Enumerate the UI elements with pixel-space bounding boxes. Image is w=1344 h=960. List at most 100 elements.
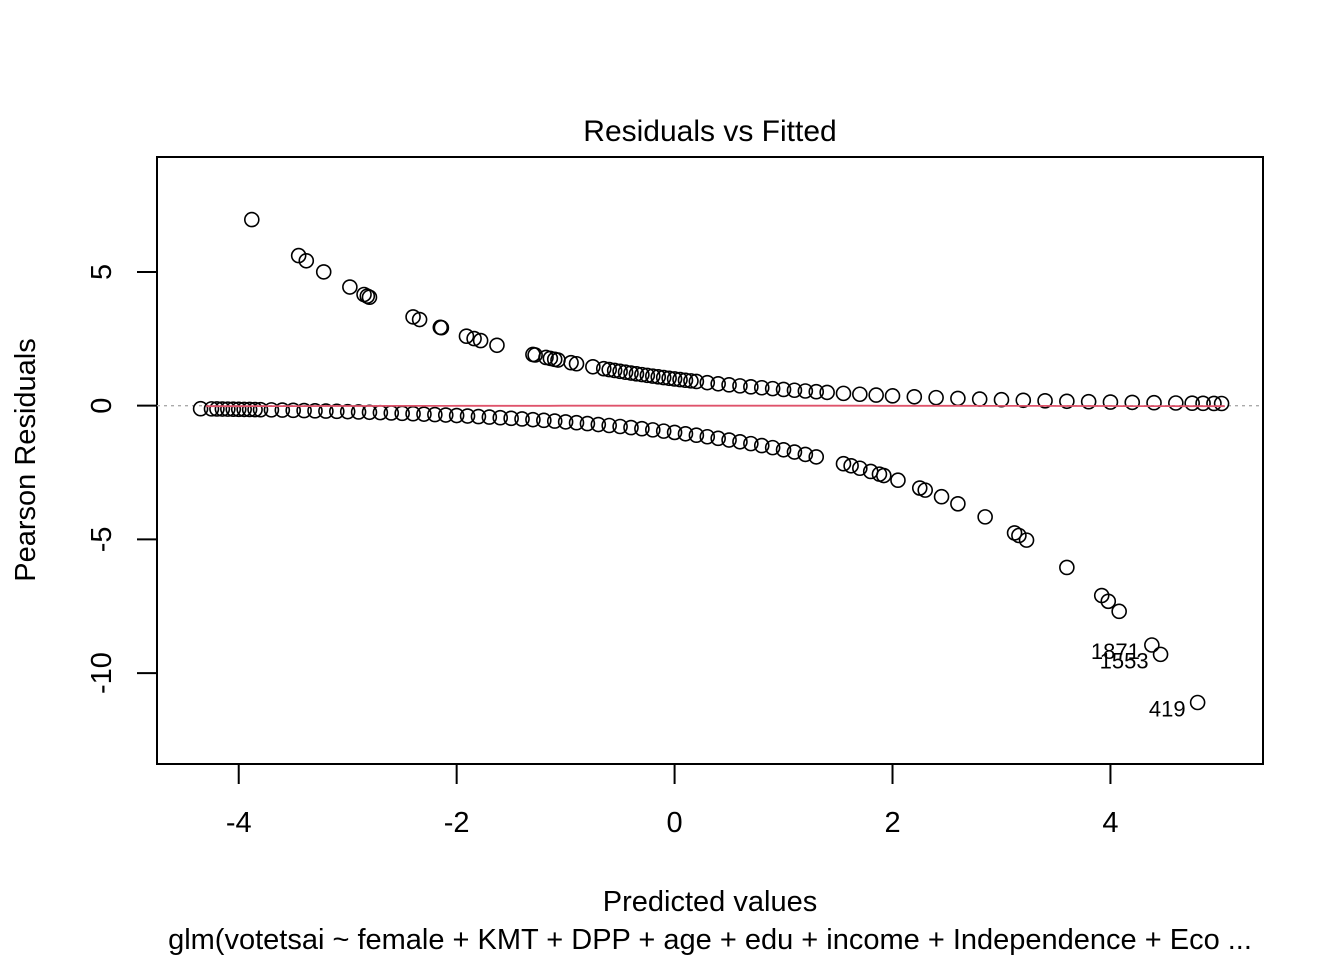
data-point: [699, 428, 716, 445]
data-point: [601, 361, 618, 378]
data-point: [437, 407, 454, 423]
data-point: [203, 401, 220, 417]
data-point: [623, 419, 639, 436]
data-point: [1184, 395, 1200, 411]
data-point: [350, 404, 367, 420]
data-point: [568, 414, 585, 431]
x-axis-label: Predicted values: [603, 886, 817, 918]
y-tick-label: -5: [86, 526, 118, 552]
data-point: [285, 402, 302, 419]
data-point: [579, 415, 596, 432]
data-point: [655, 369, 672, 386]
data-point: [230, 401, 247, 418]
data-point: [808, 449, 825, 465]
data-point: [950, 496, 966, 512]
data-point: [732, 433, 748, 450]
data-point: [612, 418, 628, 435]
x-tick-label: 2: [884, 807, 900, 839]
data-point: [1144, 637, 1160, 653]
x-tick-label: 0: [667, 807, 683, 839]
data-point: [595, 360, 612, 377]
data-point: [416, 406, 432, 422]
data-point: [472, 332, 489, 349]
data-point: [339, 403, 356, 420]
data-point: [470, 408, 487, 425]
data-point: [1168, 395, 1184, 411]
data-point: [1011, 527, 1027, 544]
data-point: [623, 365, 639, 381]
data-point: [585, 358, 601, 375]
data-point: [466, 330, 482, 347]
data-point: [699, 374, 716, 391]
data-point: [1146, 394, 1162, 411]
data-point: [971, 391, 988, 407]
data-point: [209, 401, 225, 417]
data-point: [764, 439, 781, 456]
data-point: [489, 337, 505, 354]
data-point: [683, 373, 699, 389]
data-point: [753, 437, 770, 454]
data-point: [786, 444, 803, 460]
data-point: [1080, 393, 1097, 410]
data-point: [274, 402, 291, 418]
data-point: [634, 366, 650, 383]
data-point: [481, 409, 498, 425]
data-point: [1111, 603, 1127, 620]
data-point: [743, 435, 759, 452]
x-axis: -4 -2 0 2 4: [226, 763, 1119, 839]
data-point: [677, 425, 694, 442]
data-point: [843, 457, 859, 474]
data-point: [764, 380, 781, 397]
data-point: [753, 379, 770, 396]
data-point: [852, 386, 868, 403]
x-tick-label: -4: [226, 807, 252, 839]
data-point: [192, 400, 209, 417]
data-point: [342, 279, 358, 295]
data-point: [244, 211, 260, 228]
data-point: [252, 401, 269, 418]
data-point: [503, 410, 519, 427]
y-tick-label: 0: [86, 398, 118, 414]
data-point: [411, 311, 428, 328]
data-point: [797, 446, 814, 463]
y-axis-label: Pearson Residuals: [10, 338, 42, 581]
data-point: [514, 411, 530, 427]
data-point: [1015, 392, 1032, 409]
data-point: [1195, 395, 1211, 412]
data-point: [797, 383, 814, 399]
data-point: [527, 347, 543, 363]
data-point: [214, 401, 231, 417]
x-tick-label: -2: [444, 807, 470, 839]
data-point: [307, 403, 323, 419]
data-point: [890, 472, 906, 489]
data-point: [666, 371, 683, 387]
data-point: [612, 363, 628, 380]
data-point: [875, 467, 892, 484]
data-point: [835, 385, 852, 402]
data-point: [661, 370, 677, 387]
data-point: [928, 389, 944, 406]
data-point: [732, 378, 748, 394]
data-point: [263, 402, 280, 418]
data-point: [710, 375, 726, 392]
data-point: [644, 368, 661, 384]
data-point: [710, 430, 726, 447]
data-point: [917, 482, 934, 498]
data-point: [525, 411, 541, 428]
data-point: [433, 319, 450, 336]
data-point: [601, 417, 618, 434]
data-point: [458, 328, 475, 344]
data-point: [247, 401, 263, 418]
data-point: [298, 252, 315, 269]
data-point: [1102, 394, 1119, 410]
data-point: [448, 407, 465, 424]
data-point: [427, 406, 443, 423]
data-point: [666, 424, 683, 441]
data-point: [492, 409, 509, 426]
data-point: [1206, 395, 1222, 412]
point-label: 1553: [1100, 648, 1149, 673]
data-point: [688, 427, 705, 444]
data-point: [1100, 593, 1117, 610]
data-point: [655, 423, 672, 439]
